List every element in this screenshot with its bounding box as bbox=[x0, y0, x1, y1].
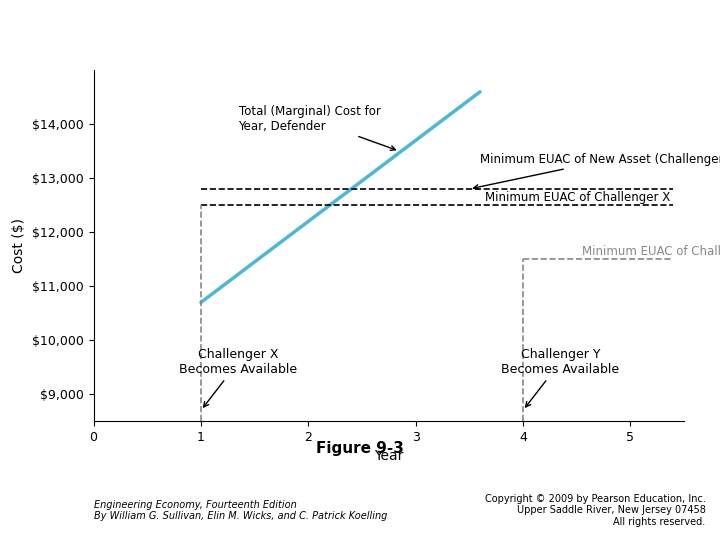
Text: Copyright © 2009 by Pearson Education, Inc.
Upper Saddle River, New Jersey 07458: Copyright © 2009 by Pearson Education, I… bbox=[485, 494, 706, 527]
Text: Minimum EUAC of New Asset (Challenger A): Minimum EUAC of New Asset (Challenger A) bbox=[474, 153, 720, 190]
Text: Minimum EUAC of Challenger X: Minimum EUAC of Challenger X bbox=[485, 191, 670, 204]
Text: Total (Marginal) Cost for
Year, Defender: Total (Marginal) Cost for Year, Defender bbox=[238, 105, 395, 150]
Text: Minimum EUAC of Challenger Y: Minimum EUAC of Challenger Y bbox=[582, 245, 720, 258]
Y-axis label: Cost ($): Cost ($) bbox=[12, 218, 27, 273]
Text: Engineering Economy, Fourteenth Edition
By William G. Sullivan, Elin M. Wicks, a: Engineering Economy, Fourteenth Edition … bbox=[94, 500, 387, 521]
Text: PEARSON: PEARSON bbox=[22, 508, 64, 516]
Text: Challenger X
Becomes Available: Challenger X Becomes Available bbox=[179, 348, 297, 407]
X-axis label: Year: Year bbox=[374, 449, 403, 463]
Text: Challenger Y
Becomes Available: Challenger Y Becomes Available bbox=[502, 348, 620, 407]
Text: Education: Education bbox=[26, 522, 60, 528]
Text: Figure 9-3: Figure 9-3 bbox=[316, 441, 404, 456]
